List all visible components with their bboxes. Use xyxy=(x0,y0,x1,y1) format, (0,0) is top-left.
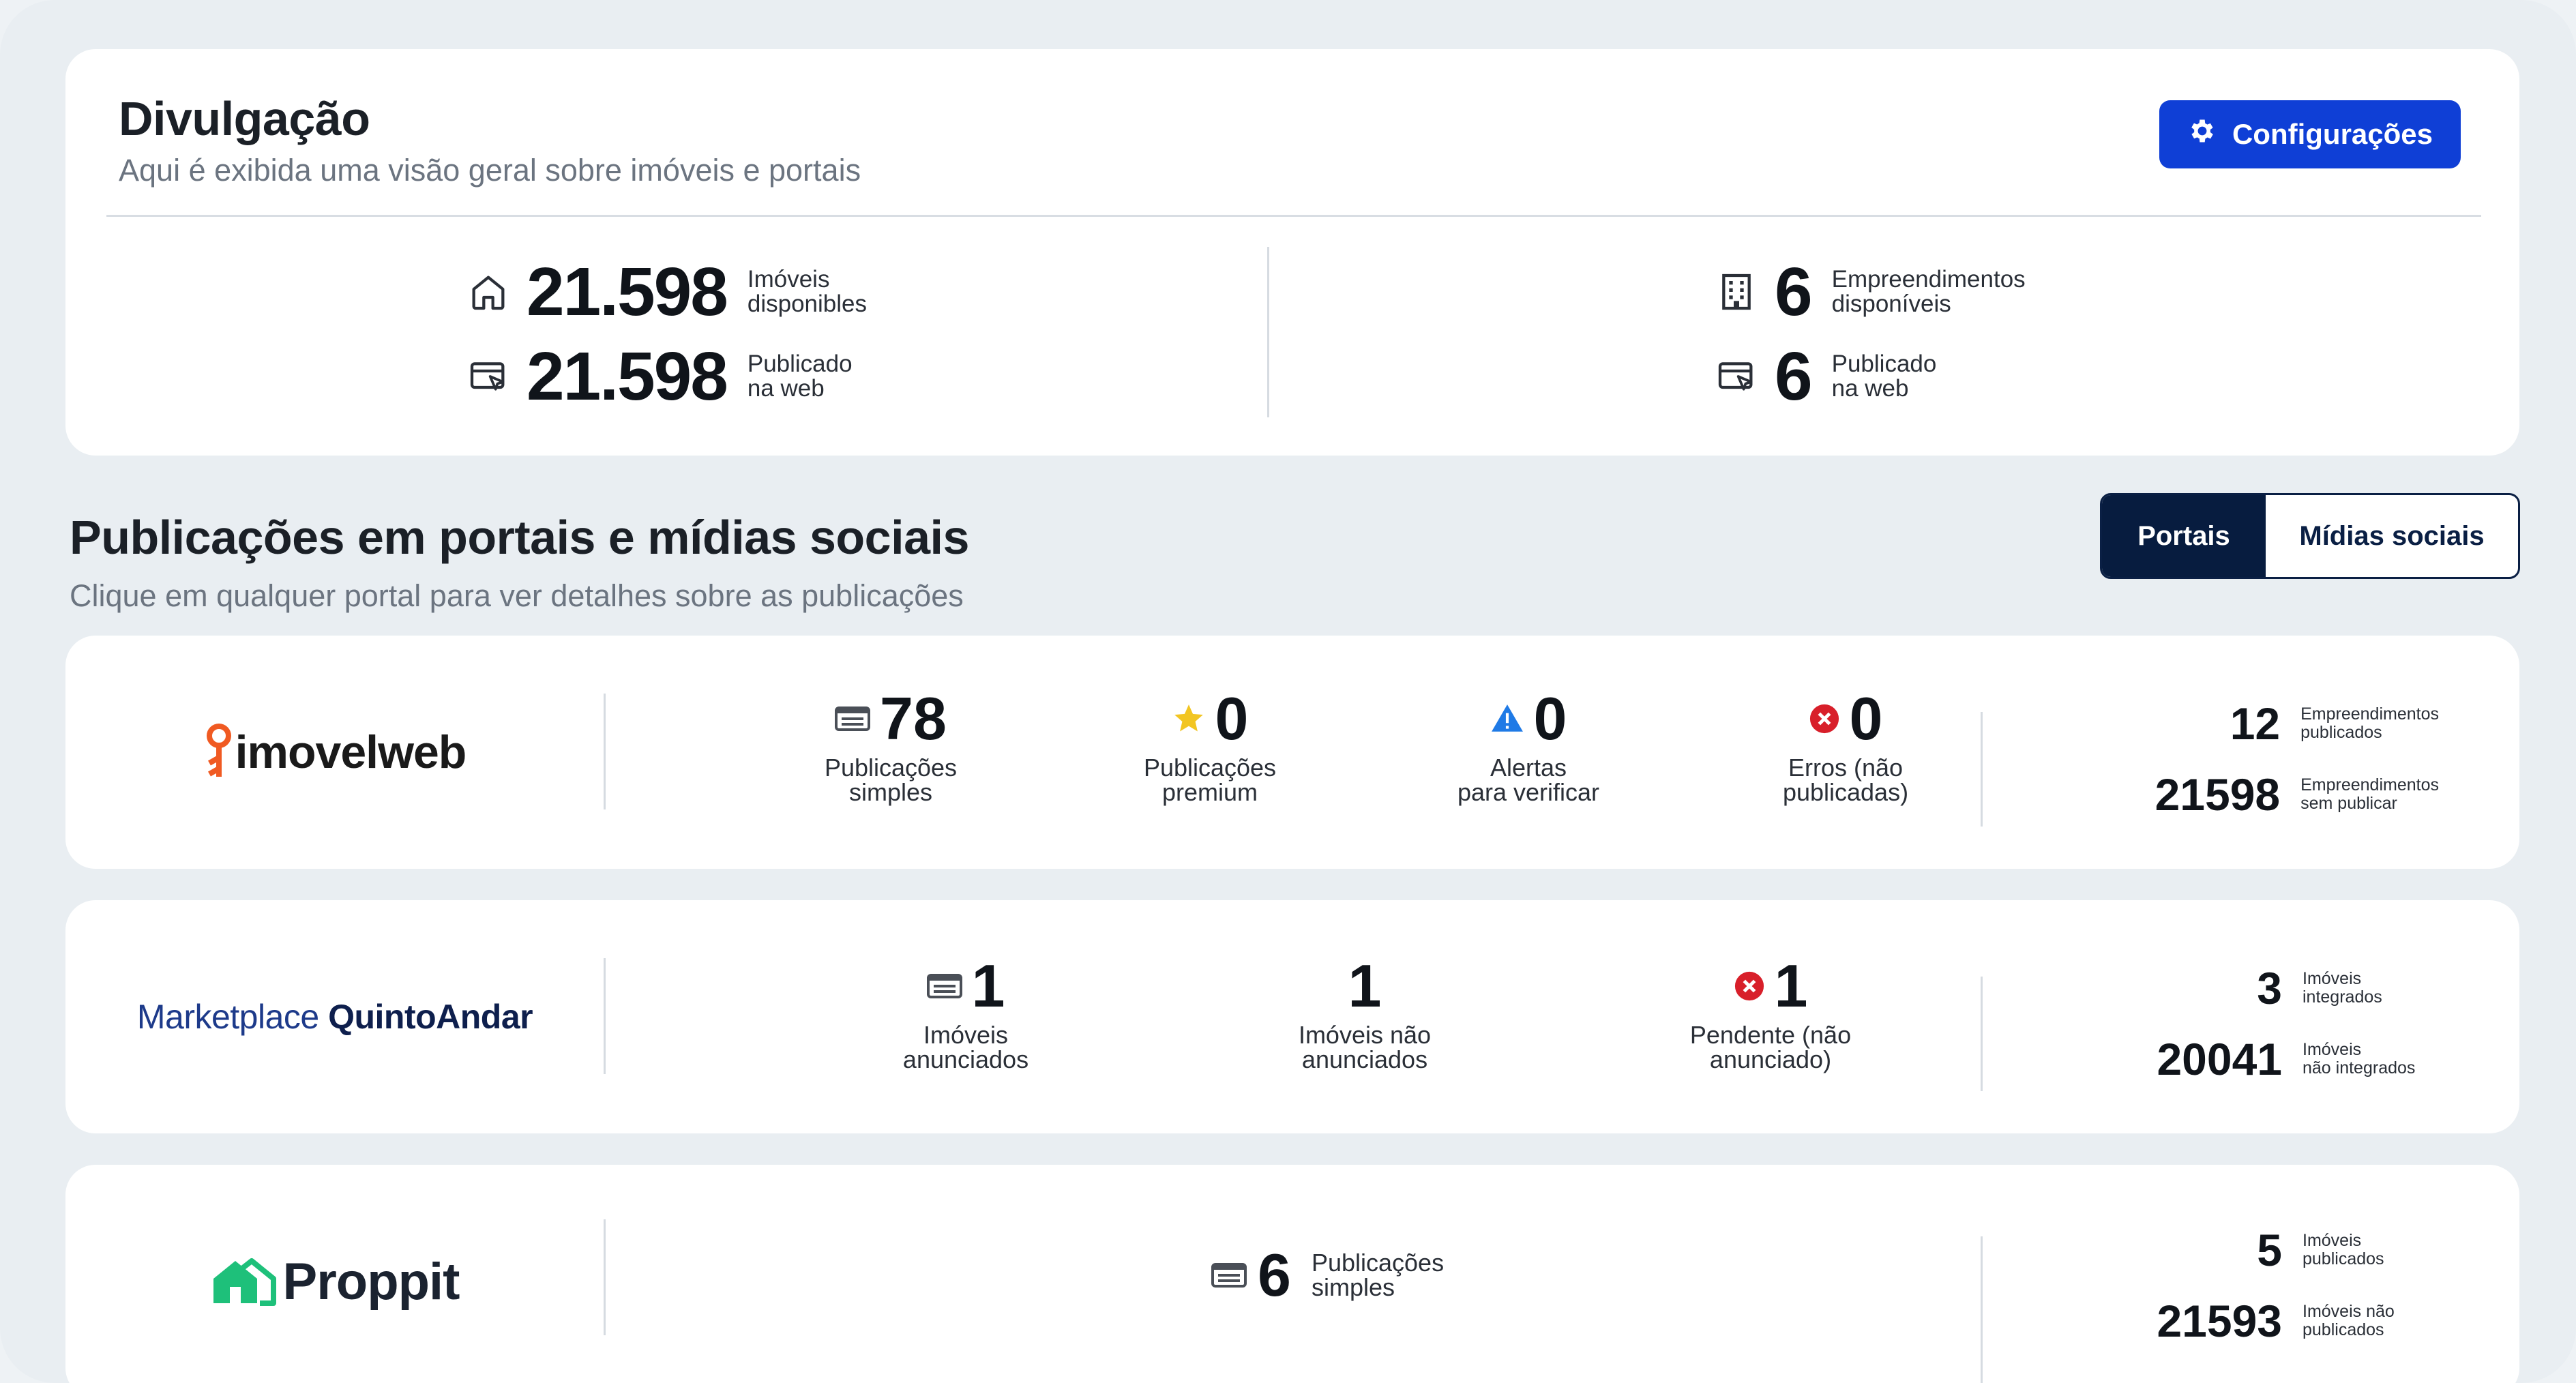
metric-proppit-publicacoes-simples: 6 Publicações simples xyxy=(1211,1245,1444,1305)
overview-card: Divulgação Aqui é exibida uma visão gera… xyxy=(65,49,2519,456)
metric-pendente: 1 Pendente (não anunciado) xyxy=(1689,952,1852,1073)
building-icon xyxy=(1715,270,1758,314)
page-title: Divulgação xyxy=(119,92,370,145)
metric-imoveis-nao-anunciados: 1 Imóveis não anunciados xyxy=(1298,952,1432,1073)
divider xyxy=(1981,712,1983,827)
house-icon xyxy=(467,270,510,314)
quintoandar-summary: 3 Imóveis integrados 20041 Imóveis não int… xyxy=(2157,963,2416,1084)
metric-imoveis-anunciados: 1 Imóveis anunciados xyxy=(902,952,1029,1073)
settings-button[interactable]: Configurações xyxy=(2159,100,2461,168)
section-title: Publicações em portais e mídias sociais xyxy=(70,511,969,564)
listing-icon xyxy=(835,707,871,731)
divider xyxy=(604,958,606,1074)
imovelweb-summary: 12 Empreendimentos publicados 21598 Empre… xyxy=(2155,698,2439,820)
metric-publicacoes-premium: 0 Publicações premium xyxy=(1143,685,1277,806)
metric-erros: 0 Erros (não publicadas) xyxy=(1782,685,1909,806)
metric-publicacoes-simples: 78 Publicações simples xyxy=(824,685,958,806)
stat-empreendimentos-disponiveis: 6 Empreendimentos disponíveis xyxy=(1715,258,2026,326)
settings-button-label: Configurações xyxy=(2232,118,2433,150)
divider xyxy=(1981,977,1983,1091)
imovelweb-logo: imovelweb xyxy=(65,636,604,869)
stat-imoveis-publicados: 21.598 Publicado na web xyxy=(467,342,853,411)
stat-imoveis-disponiveis: 21.598 Imóveis disponibles xyxy=(467,258,867,326)
error-icon xyxy=(1734,971,1764,1001)
star-icon xyxy=(1174,704,1203,732)
metric-alertas: 0 Alertas para verificar xyxy=(1457,685,1600,806)
page-subtitle: Aqui é exibida uma visão geral sobre imó… xyxy=(119,153,861,188)
gear-icon xyxy=(2187,116,2217,153)
error-icon xyxy=(1809,704,1839,734)
proppit-summary: 5 Imóveis publicados 21593 Imóveis não pub… xyxy=(2157,1225,2395,1346)
divider xyxy=(1981,1236,1983,1383)
tab-midias-sociais[interactable]: Mídias sociais xyxy=(2299,520,2485,551)
tab-portais[interactable]: Portais xyxy=(2102,495,2266,577)
proppit-house-icon xyxy=(213,1258,276,1306)
web-publish-icon xyxy=(1715,355,1758,398)
channel-toggle: Portais Mídias sociais xyxy=(2100,493,2520,579)
portal-card-proppit[interactable]: Proppit 6 Publicações simples 5 Imóveis pu… xyxy=(65,1165,2519,1383)
warning-icon xyxy=(1491,704,1523,732)
web-publish-icon xyxy=(467,355,510,398)
divider xyxy=(1267,247,1269,417)
stat-empreendimentos-publicados: 6 Publicado na web xyxy=(1715,342,1936,411)
divider xyxy=(604,694,606,809)
portal-card-quintoandar[interactable]: Marketplace QuintoAndar 1 Imóveis anuncia… xyxy=(65,900,2519,1133)
section-subtitle: Clique em qualquer portal para ver detal… xyxy=(70,578,964,613)
portal-card-imovelweb[interactable]: imovelweb 78 Publicações simples 0 Public… xyxy=(65,636,2519,869)
imovelweb-pin-icon xyxy=(206,724,231,777)
divider xyxy=(604,1219,606,1335)
listing-icon xyxy=(926,974,962,998)
proppit-logo: Proppit xyxy=(65,1165,604,1383)
divider xyxy=(106,215,2481,217)
listing-icon xyxy=(1211,1263,1247,1288)
quintoandar-logo: Marketplace QuintoAndar xyxy=(136,998,533,1036)
